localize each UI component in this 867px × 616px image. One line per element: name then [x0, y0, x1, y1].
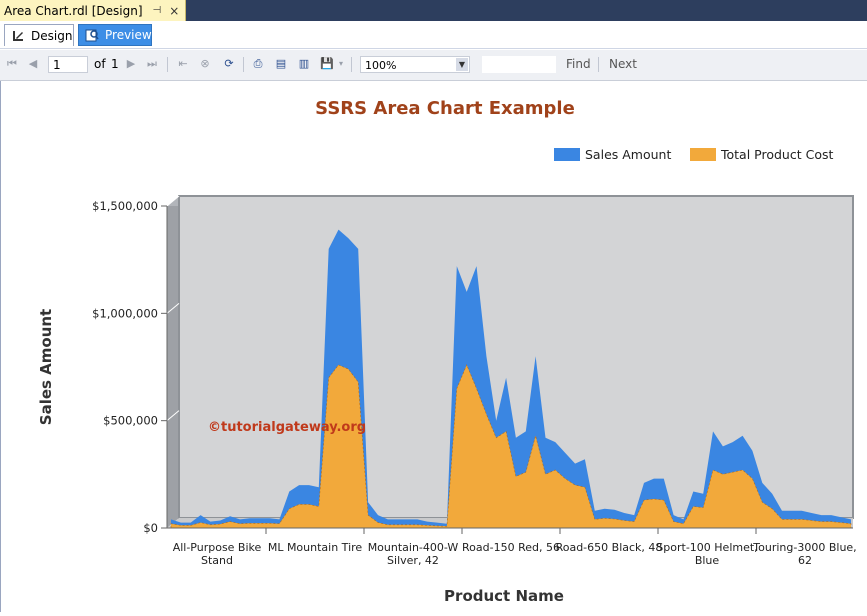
print-layout-icon[interactable]: ▤ [275, 57, 287, 70]
x-tick-label: All-Purpose Bike [173, 541, 262, 554]
y-tick-label: $1,500,000 [92, 199, 158, 213]
next-page-icon[interactable]: ▶ [126, 57, 136, 70]
x-tick-label: Stand [201, 554, 233, 567]
preview-icon [85, 28, 99, 42]
previous-page-icon[interactable]: ◀ [28, 57, 38, 70]
zoom-select[interactable]: 100% ▼ [360, 56, 470, 73]
tab-preview[interactable]: Preview [78, 24, 152, 46]
legend-swatch-sales [554, 148, 580, 161]
chart-side-wall [167, 196, 179, 528]
x-tick-label: Mountain-400-W [368, 541, 459, 554]
x-tick-label: 62 [798, 554, 812, 567]
next-button[interactable]: Next [609, 57, 637, 71]
x-tick-label: Blue [695, 554, 720, 567]
find-button[interactable]: Find [566, 57, 591, 71]
legend-swatch-cost [690, 148, 716, 161]
design-icon [11, 29, 25, 43]
watermark-text: ©tutorialgateway.org [208, 420, 366, 435]
y-tick-label: $1,000,000 [92, 306, 158, 320]
x-tick-label: Touring-3000 Blue, [752, 541, 856, 554]
gridlines [166, 195, 180, 422]
gridline [166, 410, 180, 422]
x-tick-label: Road-650 Black, 48 [556, 541, 663, 554]
first-page-icon[interactable]: ⏮ [7, 57, 17, 70]
pin-icon[interactable]: ⊣ [152, 5, 162, 16]
document-tab-title: Area Chart.rdl [Design] [4, 3, 143, 18]
gridline [166, 302, 180, 314]
toolbar-separator [167, 57, 168, 72]
chart-title: SSRS Area Chart Example [315, 98, 575, 119]
page-total: 1 [111, 57, 119, 71]
page-of-label: of [94, 57, 106, 71]
stop-icon[interactable]: ⊗ [200, 57, 210, 70]
series-areas [170, 229, 852, 529]
toolbar-separator [598, 57, 599, 72]
back-icon[interactable]: ⇤ [178, 57, 188, 70]
find-input[interactable] [482, 56, 556, 73]
total-product-cost-area [170, 364, 852, 529]
toolbar-separator [243, 57, 244, 72]
zoom-value: 100% [365, 59, 397, 72]
last-page-icon[interactable]: ⏭ [147, 57, 157, 70]
x-axis-title: Product Name [444, 587, 564, 605]
x-tick-label: ML Mountain Tire [268, 541, 363, 554]
area-chart: SSRS Area Chart Example Sales Amount Tot… [37, 98, 857, 605]
toolbar-separator [351, 57, 352, 72]
view-tab-bar: Design Preview [0, 21, 867, 49]
current-page-input[interactable]: 1 [48, 56, 88, 73]
chevron-down-icon[interactable]: ▼ [456, 58, 468, 71]
x-tick-label: Silver, 42 [387, 554, 439, 567]
close-icon[interactable]: × [169, 3, 180, 18]
tab-design-label: Design [31, 28, 73, 43]
export-dropdown-icon[interactable]: ▾ [338, 59, 343, 68]
legend-label-cost: Total Product Cost [720, 147, 833, 162]
export-icon[interactable]: 💾 [320, 57, 334, 70]
report-toolbar: ⏮ ◀ 1 of 1 ▶ ⏭ ⇤ ⊗ ⟳ ⎙ ▤ ▥ 💾 ▾ 100% ▼ Fi… [0, 50, 867, 81]
x-tick-label: Road-150 Red, 56 [462, 541, 560, 554]
y-tick-label: $0 [143, 521, 158, 535]
document-tab-bar: Area Chart.rdl [Design] ⊣ × [0, 0, 867, 21]
y-axis-title: Sales Amount [37, 309, 55, 425]
document-tab[interactable]: Area Chart.rdl [Design] ⊣ × [0, 0, 187, 21]
page-setup-icon[interactable]: ▥ [298, 57, 310, 70]
refresh-icon[interactable]: ⟳ [224, 57, 234, 70]
report-canvas: SSRS Area Chart Example Sales Amount Tot… [0, 81, 867, 612]
legend-label-sales: Sales Amount [585, 147, 671, 162]
y-tick-label: $500,000 [103, 414, 158, 428]
tab-preview-label: Preview [105, 28, 152, 42]
print-icon[interactable]: ⎙ [253, 57, 263, 70]
y-axis-ticks: $0 $500,000 $1,000,000 $1,500,000 [92, 199, 167, 535]
gridline [166, 195, 180, 207]
x-tick-label: Sport-100 Helmet, [656, 541, 757, 554]
tab-design[interactable]: Design [4, 24, 74, 46]
